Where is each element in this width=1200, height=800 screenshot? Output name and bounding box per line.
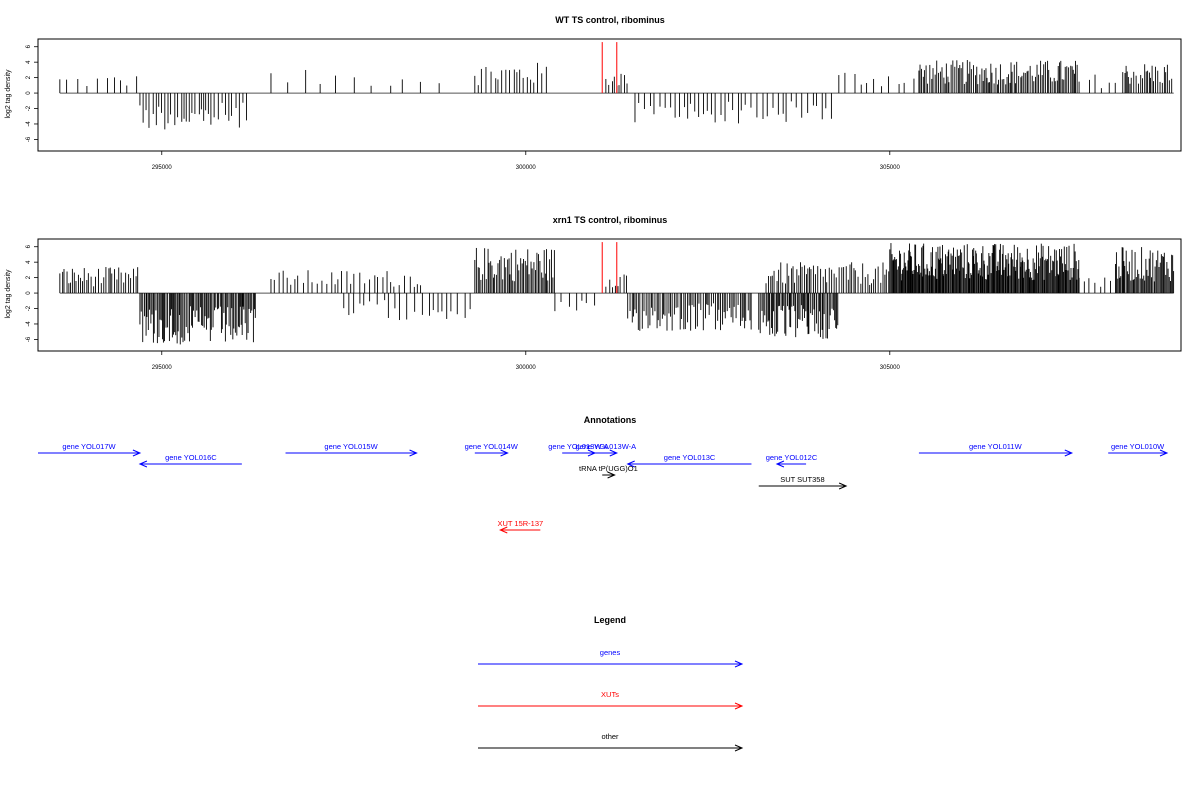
annotation-label: gene YOL015W [324, 442, 378, 451]
xrn1-signal-bars [59, 242, 1175, 345]
arrowhead [607, 471, 616, 479]
legend: Legend genes XUTs other [478, 615, 744, 752]
legend-title: Legend [594, 615, 626, 625]
arrowhead [838, 482, 848, 490]
annotation-label: gene YOL011W [969, 442, 1023, 451]
annotation-label: XUT 15R-137 [497, 519, 543, 528]
annotation-label: gene YOL012C [766, 453, 818, 462]
arrowhead [609, 449, 619, 457]
arrowhead [1159, 449, 1169, 457]
legend-entries: genes XUTs other [478, 648, 744, 752]
y-tick-label: -6 [26, 336, 32, 342]
arrowhead [626, 460, 635, 468]
y-tick-label: -2 [26, 305, 32, 311]
wt-ylabel: log2 tag density [5, 69, 12, 119]
xrn1-track-panel: xrn1 TS control, ribominus log2 tag dens… [5, 215, 1182, 371]
arrowhead [132, 449, 142, 457]
y-tick-label: 2 [26, 75, 32, 79]
xrn1-track-title: xrn1 TS control, ribominus [553, 215, 668, 225]
x-tick-label: 300000 [516, 165, 537, 171]
annotations-title: Annotations [584, 415, 637, 425]
y-tick-label: 6 [26, 244, 32, 248]
y-tick-label: 4 [26, 260, 32, 264]
wt-y-axis: -6 -4 -2 0 2 4 6 [26, 44, 38, 142]
annotation-features: gene YOL017W gene YOL016C gene YOL015W gene… [38, 442, 1169, 534]
annotation-label: gene YOL016C [165, 453, 217, 462]
xrn1-y-axis: -6 -4 -2 0 2 4 6 [26, 244, 38, 342]
annotation-label: gene YOL013W-A [576, 442, 637, 451]
arrowhead [775, 460, 785, 468]
x-tick-label: 300000 [516, 365, 537, 371]
arrowhead [499, 526, 508, 534]
arrowhead [1064, 449, 1074, 457]
legend-label: XUTs [601, 690, 619, 699]
annotation-label: gene YOL017W [62, 442, 116, 451]
wt-signal-bars [59, 42, 1174, 130]
x-tick-label: 305000 [880, 365, 901, 371]
y-tick-label: 4 [26, 60, 32, 64]
y-tick-label: 0 [26, 291, 32, 295]
x-tick-label: 295000 [152, 365, 173, 371]
annotation-label: SUT SUT358 [780, 475, 824, 484]
y-tick-label: -6 [26, 136, 32, 142]
legend-arrowhead [734, 702, 744, 710]
y-tick-label: -2 [26, 105, 32, 111]
legend-label: other [601, 732, 619, 741]
wt-x-axis: 295000 300000 305000 [152, 151, 901, 171]
wt-track-title: WT TS control, ribominus [555, 15, 665, 25]
wt-plot-frame [37, 38, 1182, 152]
xrn1-x-axis: 295000 300000 305000 [152, 351, 901, 371]
wt-track-panel: WT TS control, ribominus log2 tag densit… [5, 15, 1182, 171]
annotation-label: tRNA tP(UGG)O1 [579, 464, 638, 473]
y-tick-label: 6 [26, 44, 32, 48]
legend-arrowhead [734, 660, 744, 668]
x-tick-label: 305000 [880, 165, 901, 171]
annotation-label: gene YOL013C [664, 453, 716, 462]
annotation-label: gene YOL010W [1111, 442, 1165, 451]
x-tick-label: 295000 [152, 165, 173, 171]
annotation-label: gene YOL013W-A [548, 442, 609, 451]
legend-label: genes [600, 648, 621, 657]
legend-arrowhead [734, 744, 744, 752]
xrn1-ylabel: log2 tag density [5, 269, 12, 319]
arrowhead [500, 449, 509, 457]
y-tick-label: 2 [26, 275, 32, 279]
y-tick-label: -4 [26, 121, 32, 127]
annotation-label: gene YOL014W [465, 442, 519, 451]
y-tick-label: -4 [26, 321, 32, 327]
arrowhead [138, 460, 148, 468]
arrowhead [409, 449, 418, 457]
y-tick-label: 0 [26, 91, 32, 95]
xrn1-plot-frame [37, 238, 1182, 352]
